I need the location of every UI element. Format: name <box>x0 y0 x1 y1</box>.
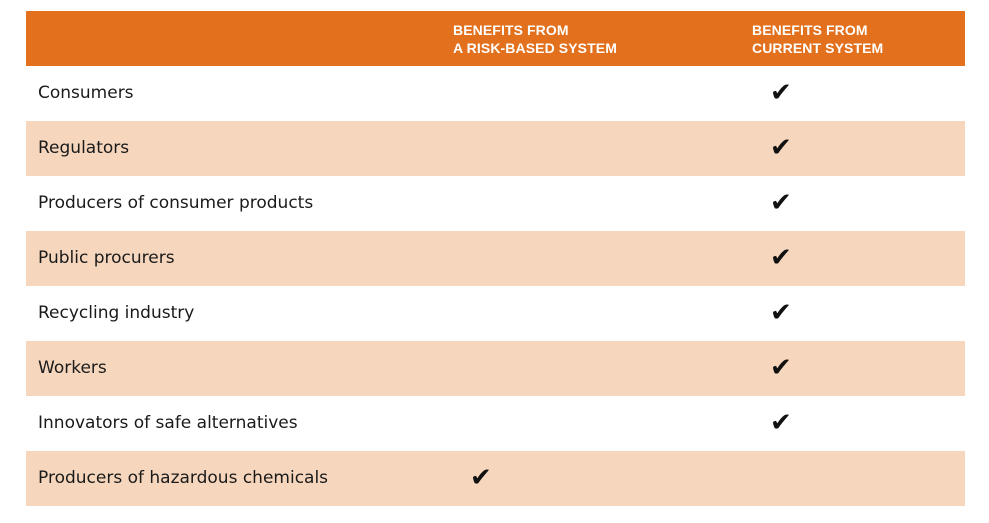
table-row: Regulators ✔ <box>26 121 965 176</box>
check-icon: ✔ <box>770 408 792 438</box>
benefits-table: BENEFITS FROM A RISK-BASED SYSTEM BENEFI… <box>26 11 965 506</box>
table-row: Recycling industry ✔ <box>26 286 965 341</box>
row-label: Consumers <box>38 83 134 103</box>
table-row: Consumers ✔ <box>26 66 965 121</box>
table-body: Consumers ✔ Regulators ✔ Producers of consum… <box>26 66 965 506</box>
check-icon: ✔ <box>770 78 792 108</box>
check-icon: ✔ <box>770 353 792 383</box>
check-icon: ✔ <box>470 463 492 493</box>
row-label: Regulators <box>38 138 130 158</box>
table-row: Workers ✔ <box>26 341 965 396</box>
check-icon: ✔ <box>770 298 792 328</box>
table-row: Public procurers ✔ <box>26 231 965 286</box>
row-label: Producers of hazardous chemicals <box>38 468 329 488</box>
check-icon: ✔ <box>770 243 792 273</box>
row-label: Recycling industry <box>38 303 195 323</box>
row-label: Public procurers <box>38 248 175 268</box>
check-icon: ✔ <box>770 133 792 163</box>
table-row: Innovators of safe alternatives ✔ <box>26 396 965 451</box>
row-label: Workers <box>38 358 107 378</box>
header-current-system: BENEFITS FROM CURRENT SYSTEM <box>752 22 884 56</box>
table-row: Producers of hazardous chemicals ✔ <box>26 451 965 506</box>
header-risk-based: BENEFITS FROM A RISK-BASED SYSTEM <box>453 22 617 56</box>
table-row: Producers of consumer products ✔ <box>26 176 965 231</box>
table-header: BENEFITS FROM A RISK-BASED SYSTEM BENEFI… <box>26 11 965 66</box>
row-label: Producers of consumer products <box>38 193 314 213</box>
row-label: Innovators of safe alternatives <box>38 413 298 433</box>
check-icon: ✔ <box>770 188 792 218</box>
